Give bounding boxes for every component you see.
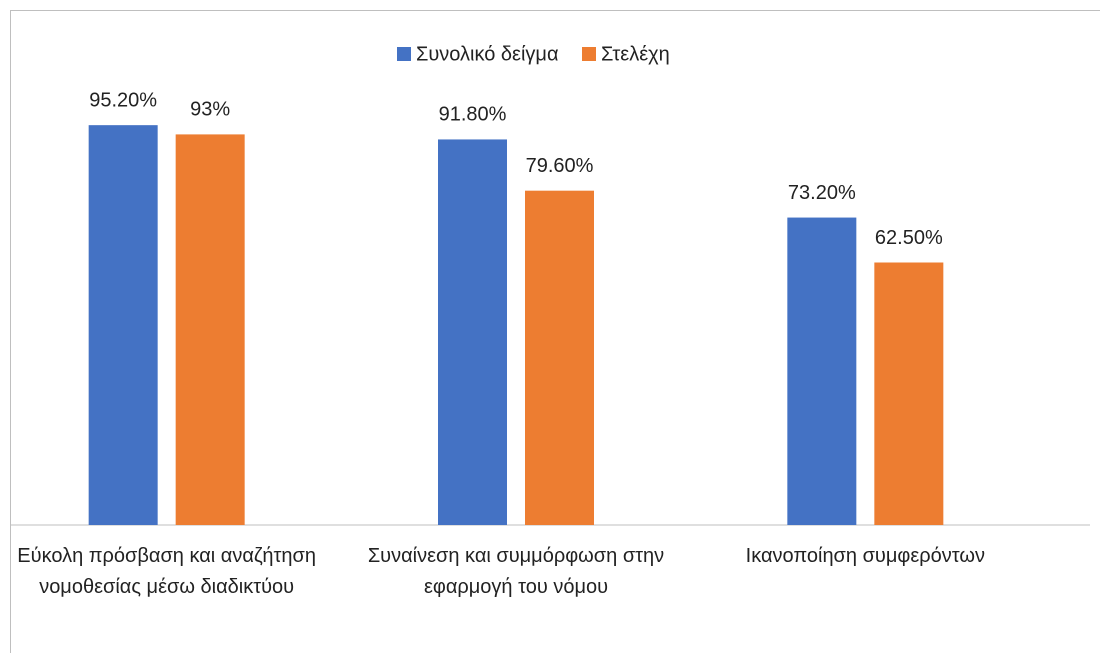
x-tick-label: Εύκολη πρόσβαση και αναζήτηση νομοθεσίας…: [17, 545, 316, 598]
x-tick-label: Ικανοποίηση συμφερόντων: [745, 545, 986, 567]
bar: [525, 190, 594, 525]
legend-swatch: [582, 47, 596, 61]
data-label: 73.20%: [788, 182, 856, 204]
data-label: 91.80%: [439, 104, 507, 126]
bar: [787, 217, 857, 525]
data-label: 95.20%: [89, 89, 157, 111]
legend-label: Συνολικό δείγμα: [416, 43, 559, 65]
bar: [88, 125, 158, 525]
data-label: 62.50%: [875, 227, 943, 249]
data-label: 79.60%: [526, 155, 594, 177]
legend-label: Στελέχη: [601, 43, 670, 65]
chart-frame: [10, 10, 1100, 653]
bar: [438, 139, 507, 525]
data-label: 93%: [190, 99, 230, 121]
bar: [175, 134, 245, 525]
bar: [874, 262, 944, 525]
legend-swatch: [397, 47, 411, 61]
x-tick-label: Συναίνεση και συμμόρφωση στην εφαρμογή τ…: [367, 545, 665, 598]
